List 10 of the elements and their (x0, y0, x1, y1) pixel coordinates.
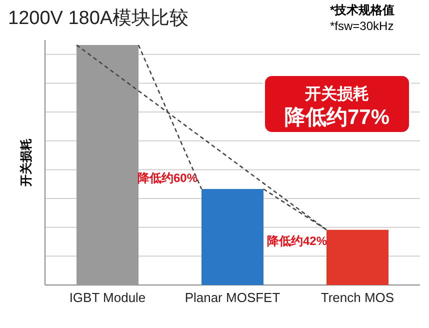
x-tick-label: IGBT Module (69, 290, 146, 305)
annotation: 降低约77% (284, 106, 390, 129)
y-axis-title: 开关损耗 (19, 138, 33, 188)
annotation: 开关损耗 (304, 85, 369, 103)
annotation: 降低约60% (137, 171, 198, 185)
chart-title: 1200V 180A模块比较 (8, 8, 189, 29)
text: *技术规格值 (330, 3, 395, 17)
x-tick-label: Trench MOS (320, 290, 394, 305)
x-tick-label: Planar MOSFET (184, 290, 280, 305)
text: *fsw=30kHz (330, 19, 394, 33)
